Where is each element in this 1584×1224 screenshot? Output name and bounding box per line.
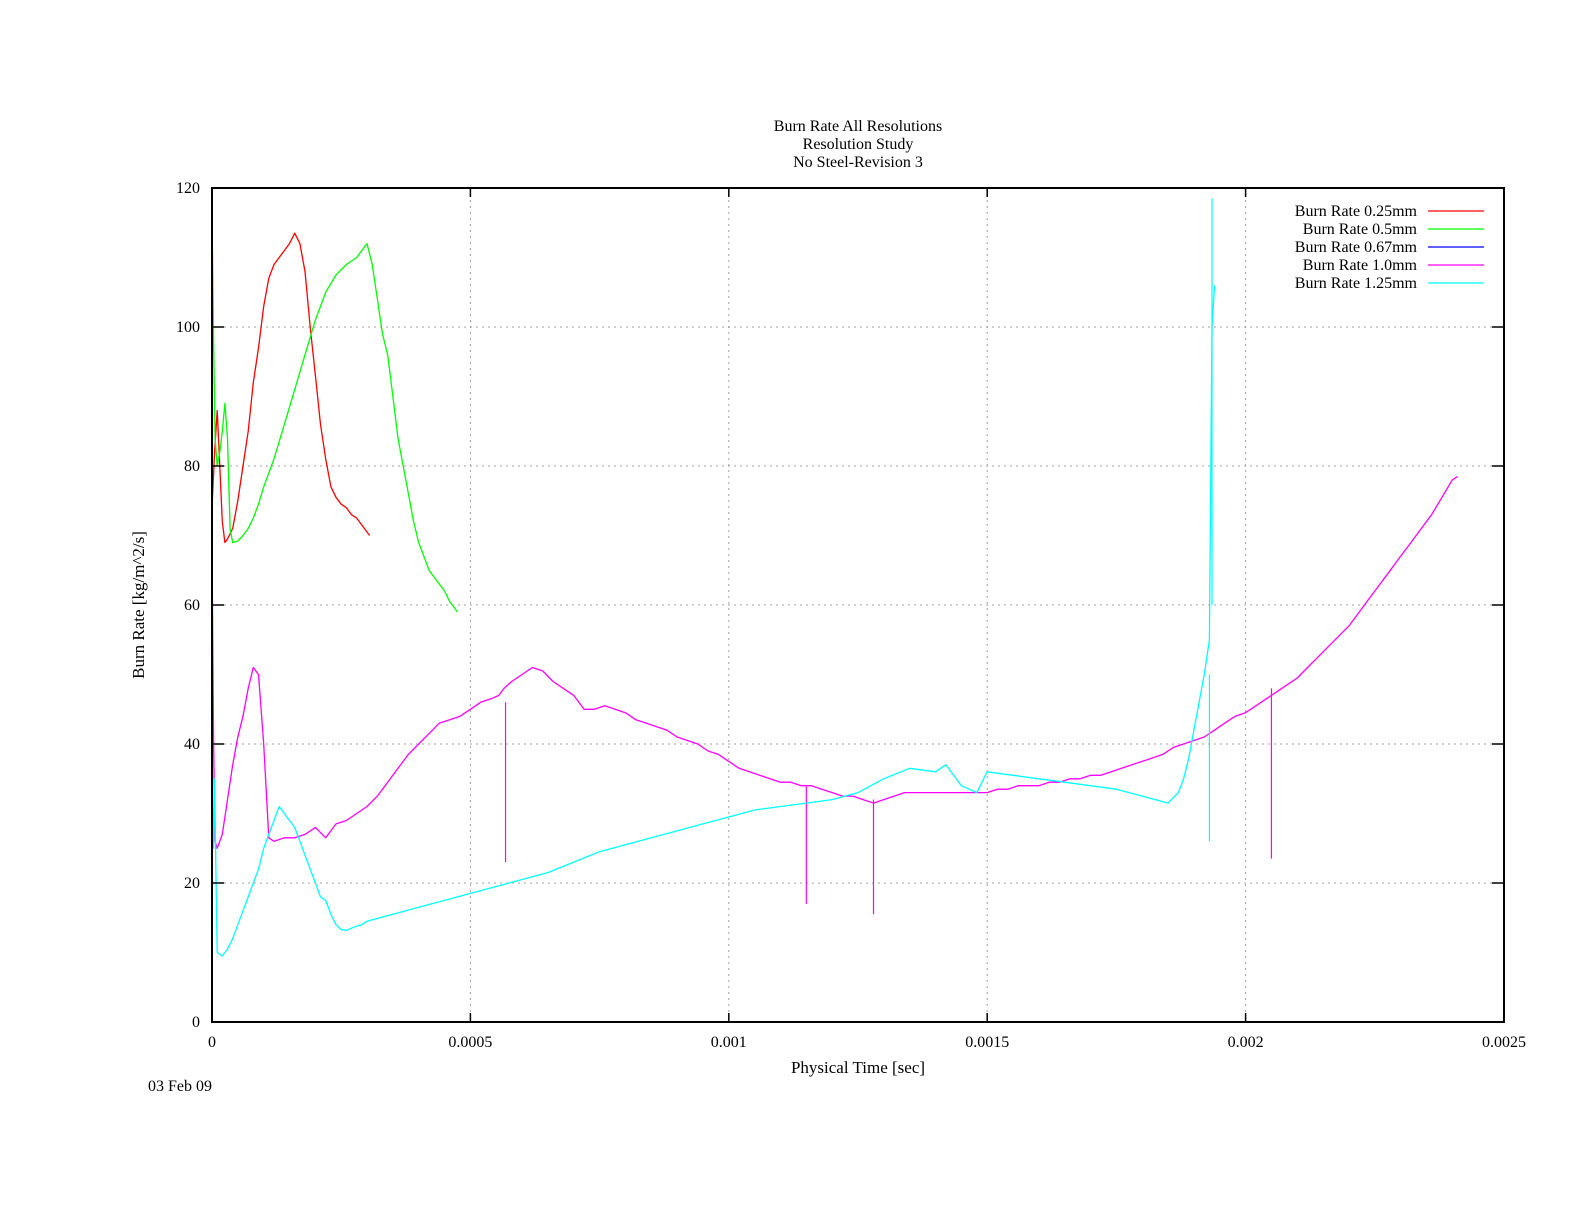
series-line-3 [211,475,1458,849]
y-tick-label: 100 [176,319,200,336]
x-tick-label: 0.0025 [1482,1034,1526,1051]
x-tick-label: 0.001 [711,1034,747,1051]
legend-label-3: Burn Rate 1.0mm [1303,257,1418,274]
chart-title-line-3: No Steel-Revision 3 [793,154,923,171]
y-tick-label: 40 [184,736,200,753]
y-tick-label: 80 [184,458,200,475]
x-tick-label: 0.002 [1228,1034,1264,1051]
x-tick-label: 0.0005 [448,1034,492,1051]
y-tick-label: 0 [192,1014,200,1031]
series-line-4 [211,285,1216,957]
y-axis-title: Burn Rate [kg/m^2/s] [129,531,148,679]
legend-label-2: Burn Rate 0.67mm [1295,239,1418,256]
axis-ticks: 0 0.0005 0.001 0.0015 0.002 0.0025 0 20 40 60 80 10… [176,180,1526,1051]
legend-label-0: Burn Rate 0.25mm [1295,203,1418,220]
x-axis-title: Physical Time [sec] [791,1058,925,1077]
series-layer [211,198,1458,957]
chart-title-line-2: Resolution Study [803,136,914,153]
legend-label-4: Burn Rate 1.25mm [1295,275,1418,292]
x-tick-label: 0.0015 [965,1034,1009,1051]
y-tick-label: 20 [184,875,200,892]
y-tick-label: 60 [184,597,200,614]
footer-date: 03 Feb 09 [148,1078,212,1095]
chart-title-line-1: Burn Rate All Resolutions [774,118,942,135]
series-line-0 [211,232,371,544]
grid [212,188,1504,1022]
legend-label-1: Burn Rate 0.5mm [1303,221,1418,238]
series-line-1 [211,215,459,613]
x-tick-label: 0 [208,1034,216,1051]
y-tick-label: 120 [176,180,200,197]
